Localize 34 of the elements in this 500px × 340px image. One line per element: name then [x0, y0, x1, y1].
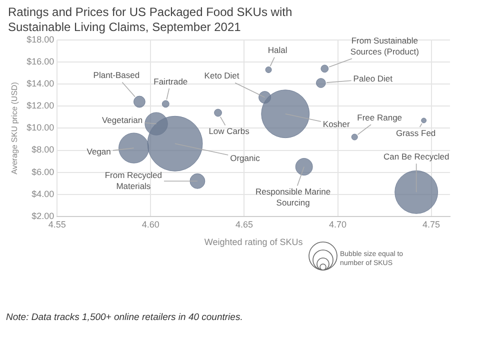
y-tick-label: $2.00 — [32, 210, 54, 221]
y-tick-label: $16.00 — [26, 56, 54, 67]
annotation: From Recycled Materials — [104, 170, 162, 191]
x-tick-label: 4.65 — [235, 219, 253, 230]
annotation: Keto Diet — [204, 70, 240, 81]
annotation: Fairtrade — [154, 76, 188, 86]
text: Note: Data tracks 1,500+ online retailers in 40 countries. — [6, 312, 243, 323]
y-tick-label: $12.00 — [26, 100, 54, 111]
annotation: Halal — [268, 45, 288, 56]
y-tick-label: $18.00 — [26, 34, 54, 44]
y-tick-label: $4.00 — [32, 188, 54, 199]
x-tick-label: 4.55 — [48, 219, 66, 230]
annotation: Low Carbs — [208, 126, 250, 136]
annotation: Grass Fed — [396, 128, 436, 138]
y-axis-title: Average SKU price (USD) — [10, 82, 20, 174]
annotation: Kosher — [322, 119, 350, 130]
y-tick-label: $10.00 — [26, 122, 54, 133]
annotation: Responsible Marine Sourcing — [256, 186, 331, 208]
x-tick-label: 4.70 — [328, 219, 347, 230]
annotation: Can Be Recycled — [383, 151, 450, 162]
y-tick-label: $14.00 — [26, 78, 54, 89]
x-axis-title: Weighted rating of SKUs — [204, 237, 304, 248]
annotation: From Sustainable Sources (Product) — [350, 36, 420, 57]
annotation: Vegan — [86, 146, 112, 156]
x-tick-label: 4.75 — [422, 219, 440, 230]
x-tick-label: 4.60 — [142, 219, 160, 230]
annotation: Vegetarian — [102, 115, 143, 126]
y-tick-label: $8.00 — [32, 144, 54, 155]
annotation: Organic — [230, 152, 261, 163]
annotation: Paleo Diet — [353, 73, 394, 84]
chart-title: Ratings and Prices for US Packaged Food SKUs with Sustainable Living Claims, September 2021 — [8, 5, 294, 35]
annotation: Free Range — [357, 112, 402, 122]
annotation: Plant-Based — [93, 70, 140, 80]
y-tick-label: $6.00 — [32, 166, 54, 177]
